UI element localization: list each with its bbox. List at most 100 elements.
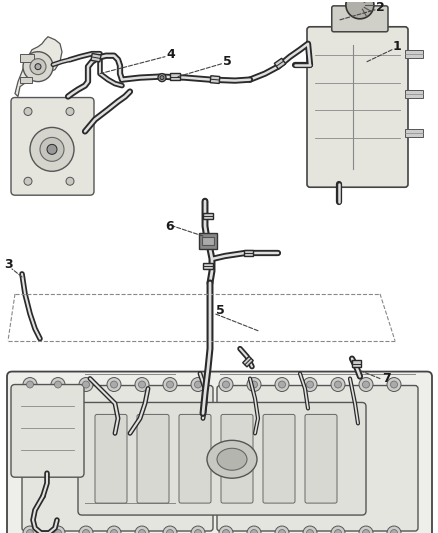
Circle shape <box>23 377 37 392</box>
Circle shape <box>110 529 117 533</box>
Circle shape <box>303 377 317 392</box>
FancyBboxPatch shape <box>11 98 94 195</box>
FancyBboxPatch shape <box>95 415 127 503</box>
Circle shape <box>40 138 64 161</box>
Circle shape <box>66 108 74 116</box>
Circle shape <box>303 526 317 533</box>
Circle shape <box>191 377 205 392</box>
FancyBboxPatch shape <box>263 415 295 503</box>
Bar <box>352 360 360 367</box>
Circle shape <box>279 529 286 533</box>
Text: 7: 7 <box>382 372 391 385</box>
Circle shape <box>138 381 145 388</box>
FancyBboxPatch shape <box>11 384 84 477</box>
Text: 5: 5 <box>216 304 225 317</box>
Circle shape <box>223 529 230 533</box>
Circle shape <box>387 377 401 392</box>
Bar <box>91 53 101 62</box>
Circle shape <box>359 526 373 533</box>
Circle shape <box>363 529 370 533</box>
Bar <box>244 250 252 256</box>
Circle shape <box>279 381 286 388</box>
Ellipse shape <box>207 440 257 478</box>
FancyBboxPatch shape <box>78 402 366 515</box>
Circle shape <box>110 381 117 388</box>
Text: 4: 4 <box>166 48 175 61</box>
Circle shape <box>194 381 201 388</box>
Circle shape <box>27 381 33 388</box>
Circle shape <box>23 52 53 82</box>
Text: 2: 2 <box>376 2 385 14</box>
FancyBboxPatch shape <box>332 6 388 32</box>
Circle shape <box>51 526 65 533</box>
Circle shape <box>331 526 345 533</box>
Circle shape <box>363 381 370 388</box>
Circle shape <box>79 377 93 392</box>
Bar <box>405 130 423 138</box>
Text: 6: 6 <box>165 220 173 232</box>
Circle shape <box>166 381 173 388</box>
FancyBboxPatch shape <box>217 385 418 531</box>
FancyBboxPatch shape <box>221 415 253 503</box>
Polygon shape <box>15 37 62 96</box>
Circle shape <box>158 74 166 82</box>
FancyBboxPatch shape <box>305 415 337 503</box>
FancyBboxPatch shape <box>307 27 408 187</box>
Circle shape <box>275 526 289 533</box>
Circle shape <box>163 377 177 392</box>
Bar <box>20 54 34 62</box>
Circle shape <box>82 381 89 388</box>
Circle shape <box>24 108 32 116</box>
Circle shape <box>166 529 173 533</box>
Text: 1: 1 <box>393 40 402 53</box>
Circle shape <box>307 381 314 388</box>
Circle shape <box>107 377 121 392</box>
Bar <box>274 58 286 69</box>
Circle shape <box>387 526 401 533</box>
Circle shape <box>30 59 46 75</box>
Circle shape <box>391 381 398 388</box>
Circle shape <box>275 377 289 392</box>
Circle shape <box>51 377 65 392</box>
Bar <box>405 90 423 98</box>
Text: 3: 3 <box>4 259 13 271</box>
Circle shape <box>30 127 74 171</box>
FancyBboxPatch shape <box>137 415 169 503</box>
Circle shape <box>251 381 258 388</box>
FancyBboxPatch shape <box>22 385 213 531</box>
Bar <box>202 237 214 245</box>
Bar <box>170 73 180 80</box>
Circle shape <box>54 529 61 533</box>
Circle shape <box>66 177 74 185</box>
FancyBboxPatch shape <box>179 415 211 503</box>
Circle shape <box>194 529 201 533</box>
Ellipse shape <box>217 448 247 470</box>
Circle shape <box>163 526 177 533</box>
Circle shape <box>247 377 261 392</box>
Circle shape <box>135 377 149 392</box>
Circle shape <box>160 76 164 79</box>
Circle shape <box>223 381 230 388</box>
Circle shape <box>346 0 374 19</box>
Circle shape <box>335 381 342 388</box>
Circle shape <box>138 529 145 533</box>
Circle shape <box>82 529 89 533</box>
Circle shape <box>35 63 41 70</box>
Bar <box>199 233 217 249</box>
Bar <box>20 77 32 83</box>
Circle shape <box>135 526 149 533</box>
Circle shape <box>359 377 373 392</box>
Circle shape <box>191 526 205 533</box>
Text: 5: 5 <box>223 55 232 68</box>
Circle shape <box>335 529 342 533</box>
Circle shape <box>391 529 398 533</box>
Circle shape <box>247 526 261 533</box>
Circle shape <box>107 526 121 533</box>
Bar <box>210 76 220 84</box>
Circle shape <box>79 526 93 533</box>
Circle shape <box>219 526 233 533</box>
Circle shape <box>251 529 258 533</box>
Circle shape <box>54 381 61 388</box>
Bar <box>203 263 213 269</box>
FancyBboxPatch shape <box>7 372 432 533</box>
